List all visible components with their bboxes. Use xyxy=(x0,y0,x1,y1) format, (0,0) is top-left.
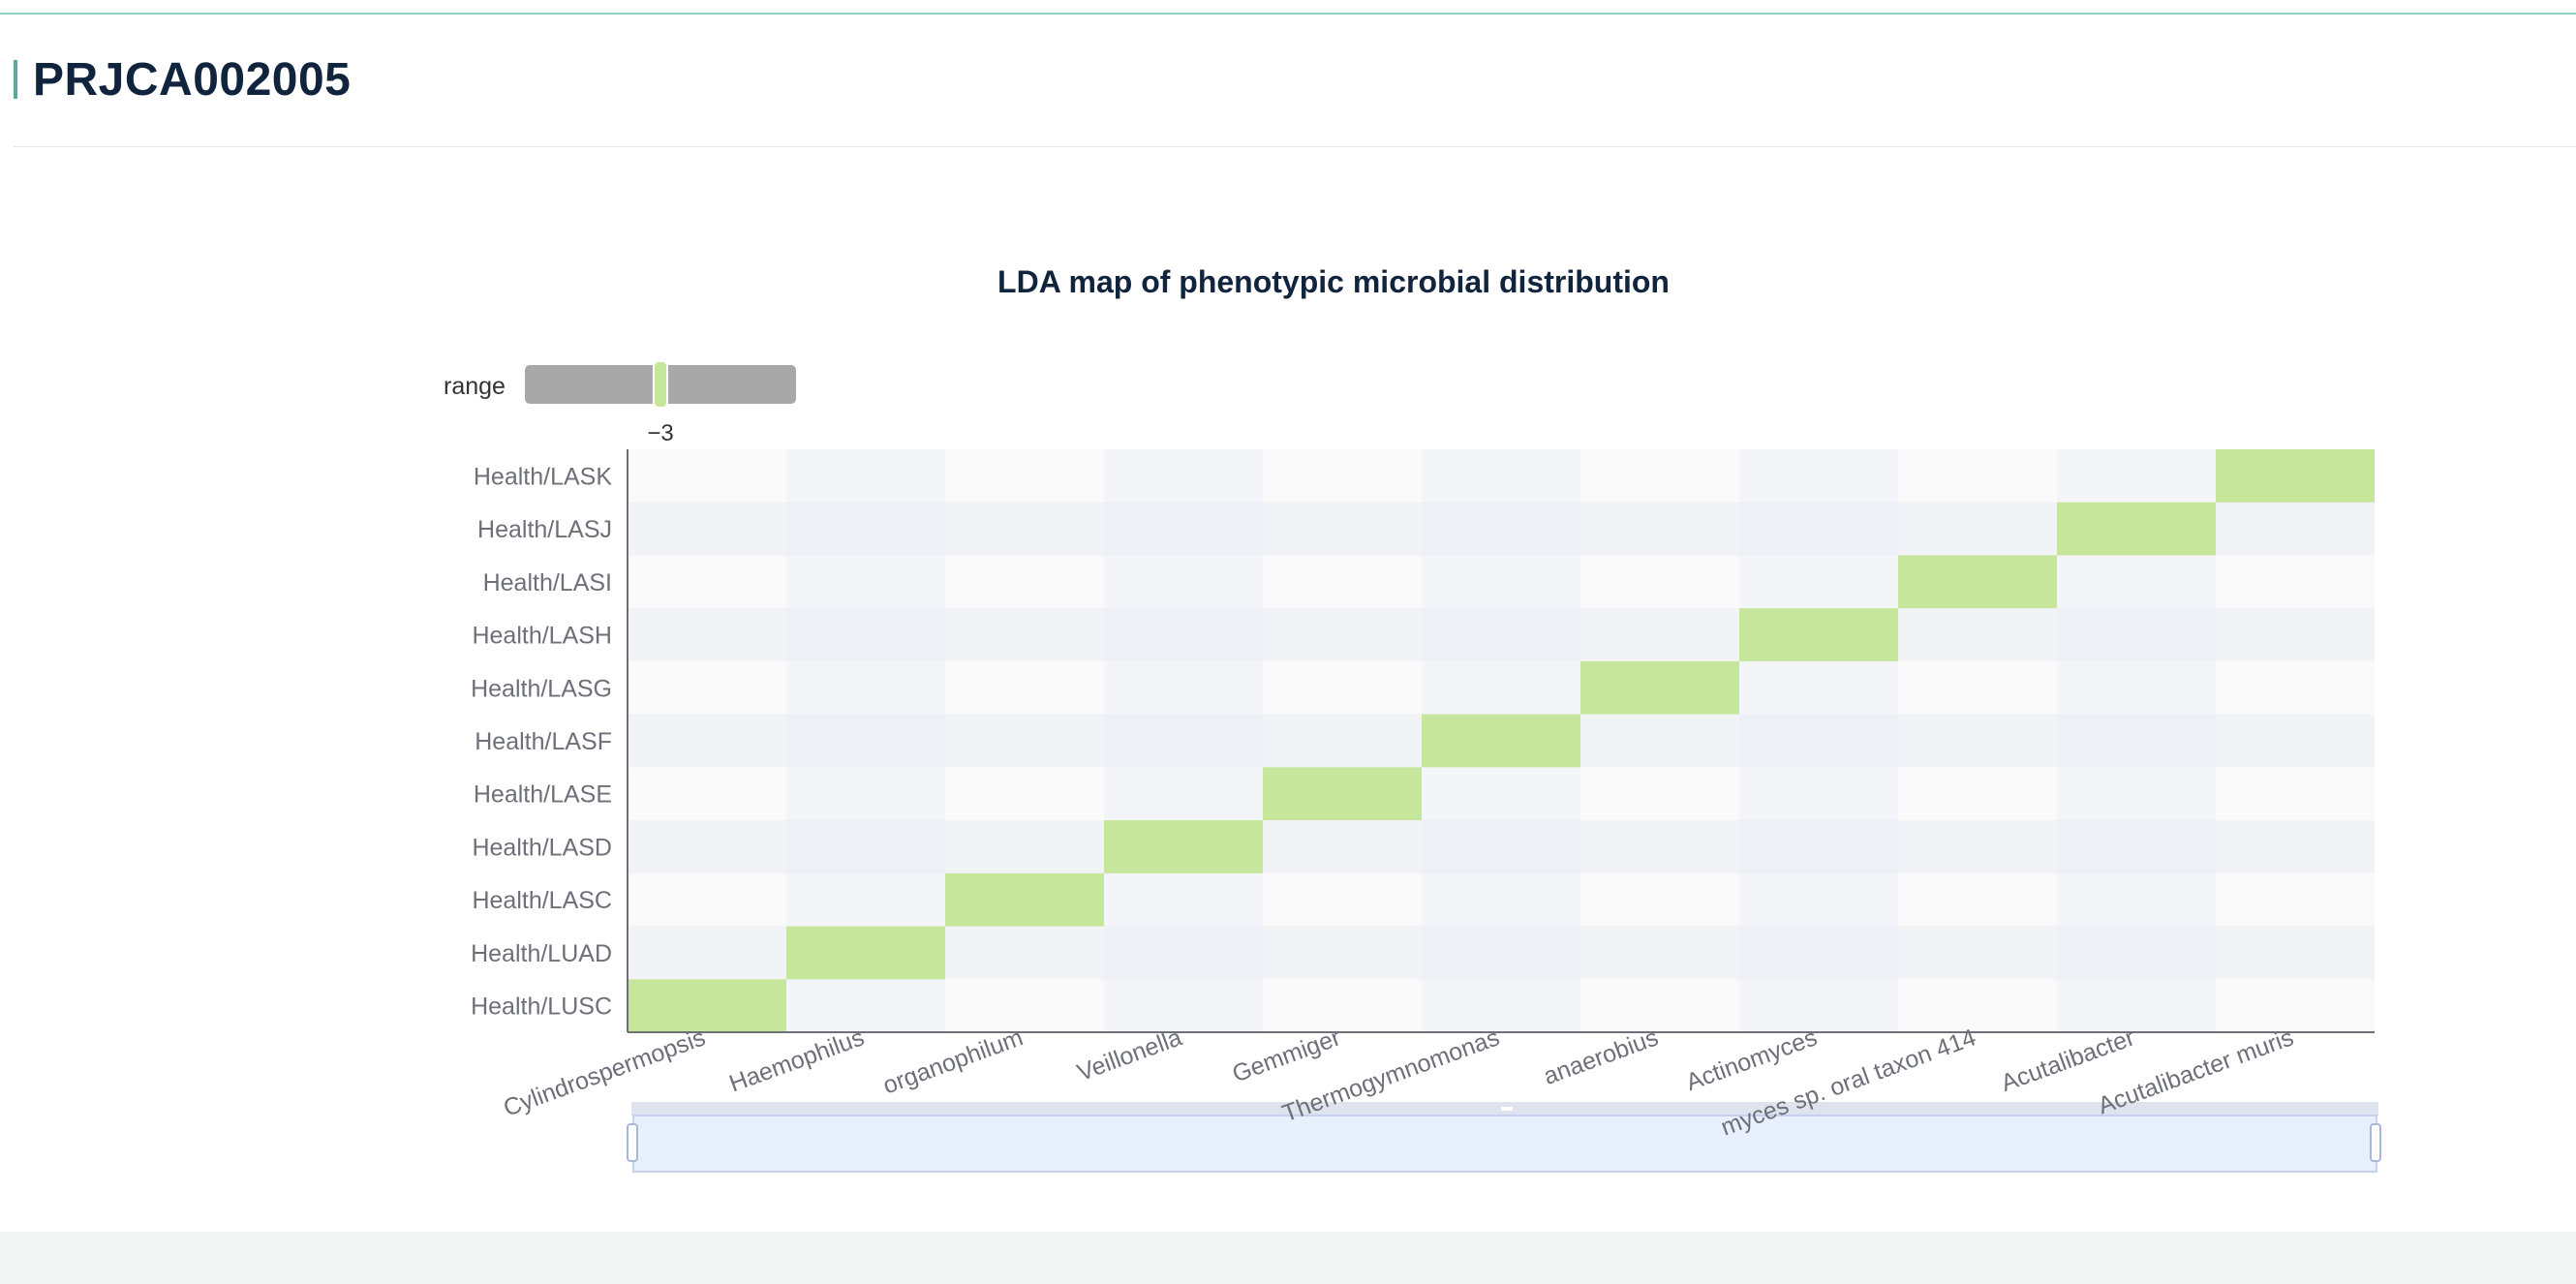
heatmap-cell[interactable] xyxy=(1580,660,1739,715)
top-rule xyxy=(0,13,2576,15)
x-split-area xyxy=(628,449,786,1032)
range-value: −3 xyxy=(647,420,673,446)
y-axis-label: Health/LASI xyxy=(483,569,612,596)
y-axis-labels: Health/LUSC Health/LUAD Health/LASC Health/… xyxy=(471,463,612,1020)
x-axis-label: Haemophilus xyxy=(725,1024,868,1097)
y-axis-label: Health/LUAD xyxy=(471,940,612,967)
range-label: range xyxy=(444,373,506,400)
heatmap-cell[interactable] xyxy=(1898,555,2057,609)
data-zoom-slider[interactable] xyxy=(627,1102,2381,1173)
heatmap-cell[interactable] xyxy=(1263,767,1422,821)
page-title: PRJCA002005 xyxy=(33,53,352,106)
title-accent-bar xyxy=(14,60,17,99)
page-header: PRJCA002005 xyxy=(14,50,351,108)
heatmap-cells xyxy=(628,449,2375,1032)
data-zoom-handle-left[interactable] xyxy=(627,1123,638,1162)
x-split-area xyxy=(1739,449,1898,1032)
heatmap-cell[interactable] xyxy=(1422,714,1580,768)
heatmap-cell[interactable] xyxy=(1739,608,1898,661)
y-split-area xyxy=(628,820,2375,873)
y-axis-label: Health/LASH xyxy=(472,623,612,650)
page-footer-band xyxy=(0,1232,2576,1284)
y-axis-label: Health/LUSC xyxy=(471,994,612,1021)
heatmap-cell[interactable] xyxy=(2216,449,2375,503)
y-axis-label: Health/LASF xyxy=(475,728,612,755)
range-slider-handle[interactable] xyxy=(653,360,668,409)
x-split-area xyxy=(945,449,1104,1032)
data-zoom-window[interactable] xyxy=(632,1115,2377,1173)
chart-title: LDA map of phenotypic microbial distribu… xyxy=(997,264,1670,299)
y-axis-label: Health/LASE xyxy=(474,781,612,809)
heatmap-cell[interactable] xyxy=(945,872,1104,927)
x-axis-label: Veillonella xyxy=(1074,1024,1185,1086)
x-split-area xyxy=(2216,449,2375,1032)
y-axis-label: Health/LASG xyxy=(471,675,612,702)
heatmap-cell[interactable] xyxy=(1104,820,1263,873)
data-zoom-move-grip[interactable] xyxy=(1501,1107,1513,1111)
heatmap-cell[interactable] xyxy=(628,979,786,1032)
data-zoom-handle-right[interactable] xyxy=(2370,1123,2381,1162)
x-split-area xyxy=(1104,449,1263,1032)
y-axis-label: Health/LASC xyxy=(472,887,612,914)
visual-map-range: range −3 xyxy=(444,360,796,446)
header-divider xyxy=(14,146,2576,147)
y-axis-label: Health/LASD xyxy=(472,834,612,861)
heatmap-cell[interactable] xyxy=(2057,502,2216,556)
x-split-area xyxy=(1263,449,1422,1032)
x-split-area xyxy=(1580,449,1739,1032)
y-axis-label: Health/LASJ xyxy=(477,516,612,543)
x-axis-label: organophilum xyxy=(879,1024,1027,1099)
x-axis-label: Gemmiger xyxy=(1229,1024,1344,1087)
x-split-area xyxy=(1898,449,2057,1032)
heatmap-cell[interactable] xyxy=(786,926,945,980)
y-axis-label: Health/LASK xyxy=(474,463,612,490)
x-axis-label: anaerobius xyxy=(1540,1024,1662,1090)
y-split-area xyxy=(628,608,2375,661)
chart-axes xyxy=(627,449,2375,1033)
